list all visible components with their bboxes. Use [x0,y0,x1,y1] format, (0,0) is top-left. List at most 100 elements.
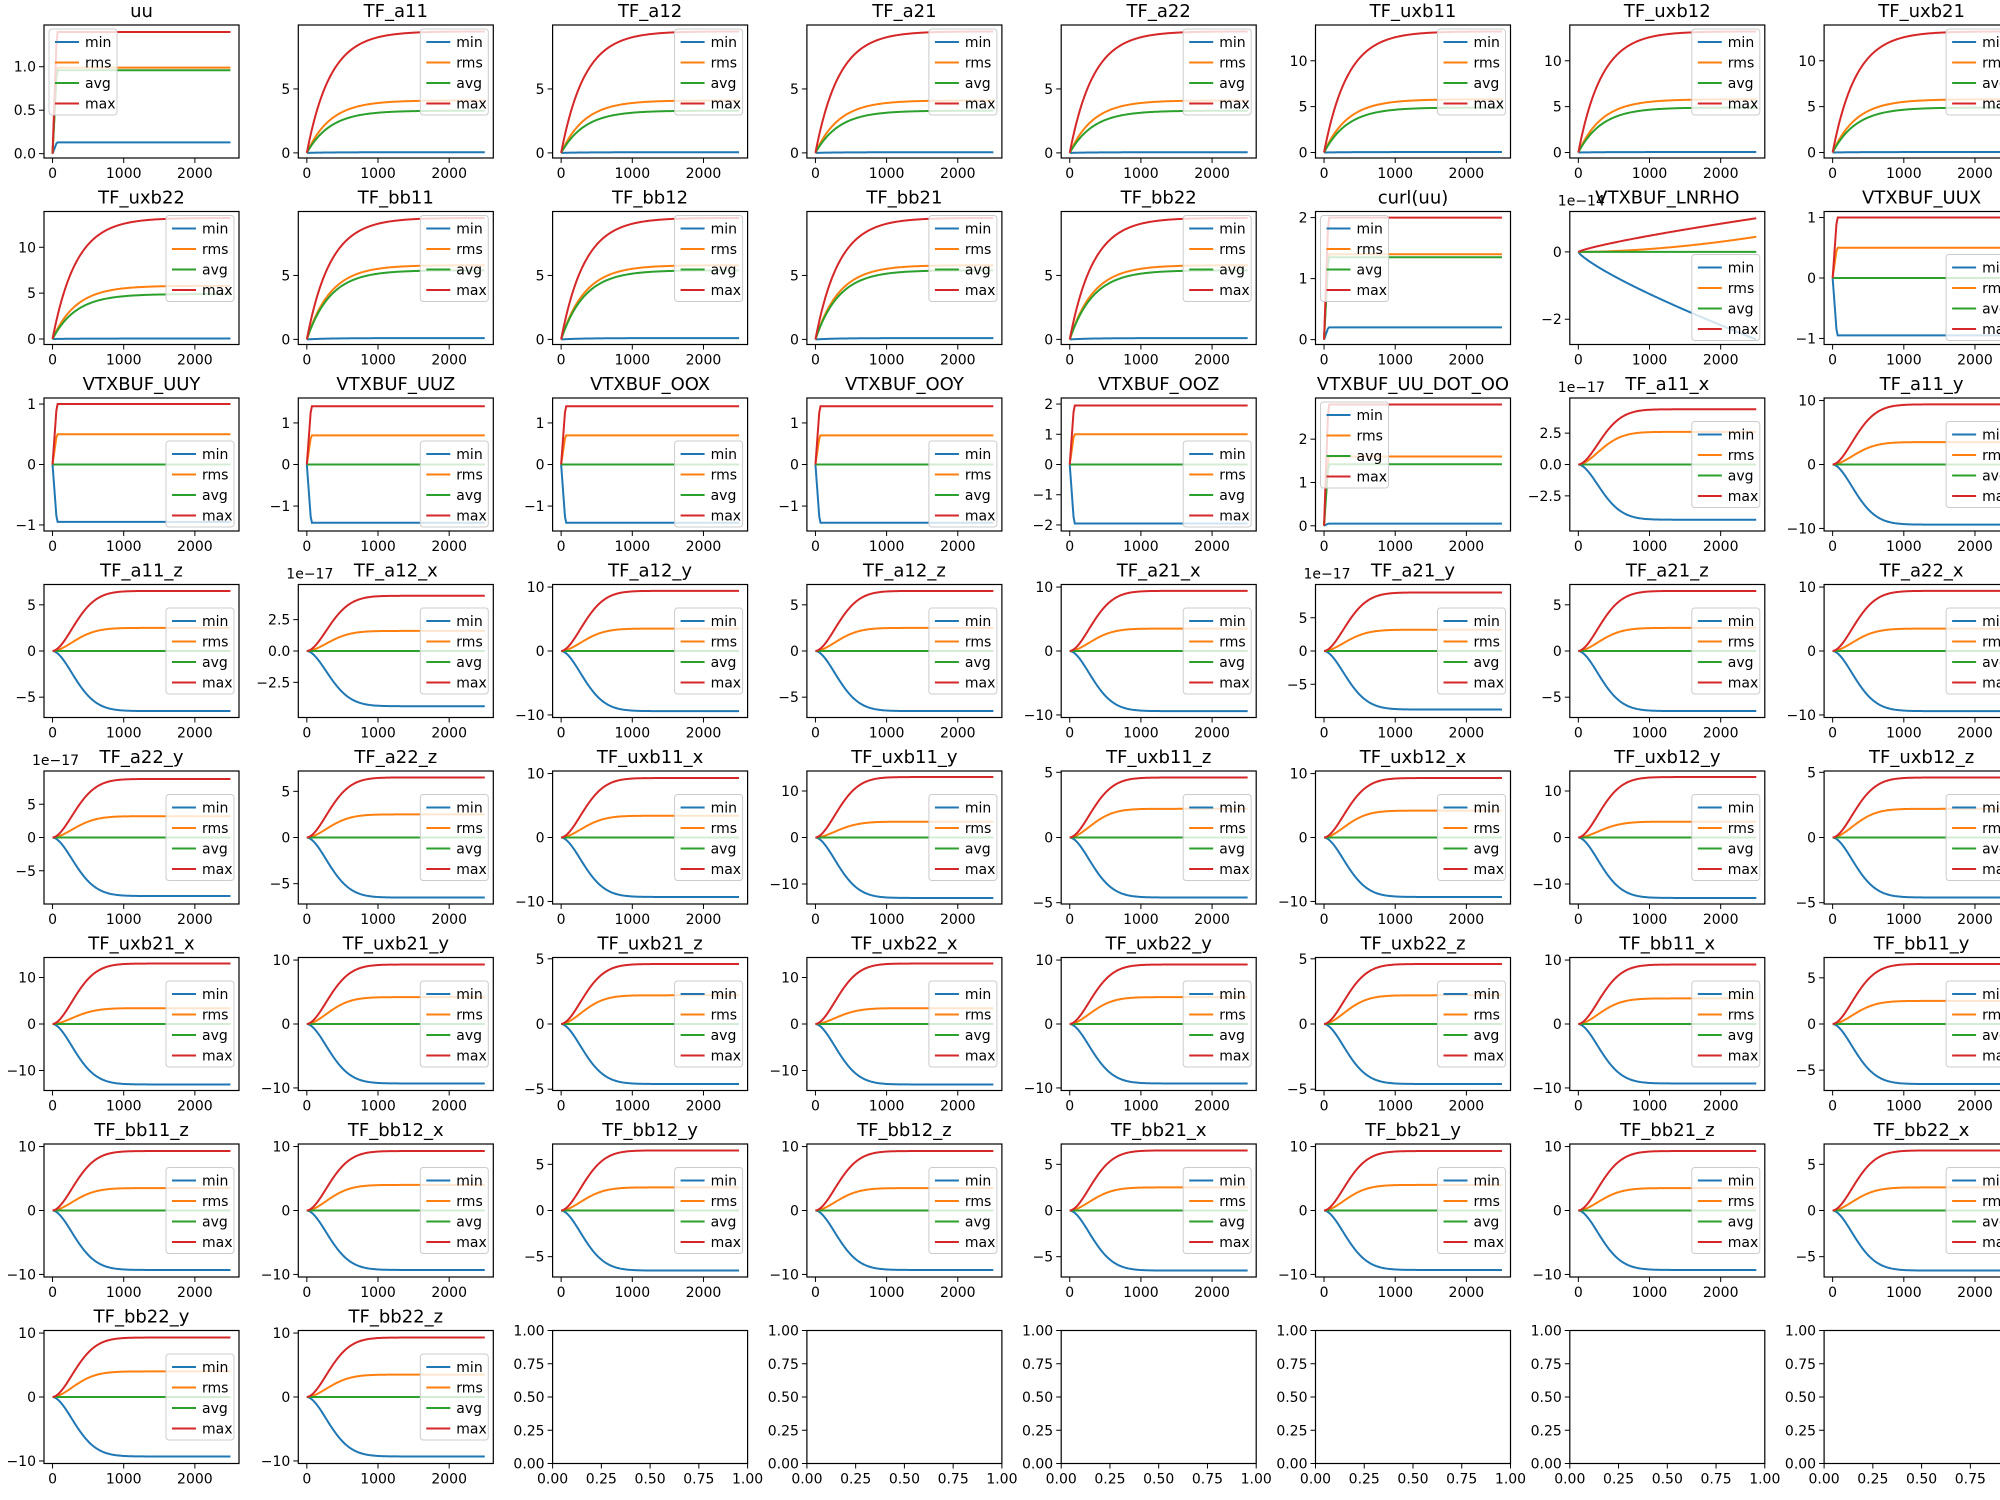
legend-box [674,607,744,695]
legend-label-max: max [1357,470,1388,486]
x-tick-label: 0 [1320,353,1329,369]
legend: min rms avg max [928,607,998,695]
x-tick-label: 1000 [1632,726,1668,742]
series-line-min [1069,337,1248,341]
x-tick-label: 0.00 [1809,1472,1840,1488]
x-tick-label: 1000 [1886,353,1922,369]
y-tick-label: −10 [1278,1267,1308,1283]
x-tick-label: 1000 [1886,1099,1922,1115]
legend-label-max: max [1357,283,1388,299]
subplot-title: TF_bb21_x [1110,1120,1207,1141]
y-tick-label: −10 [6,1454,36,1470]
legend: min rms avg max [1437,980,1506,1068]
series-line-max [1832,776,2000,839]
x-tick-label: 0 [557,539,566,555]
legend-label-max: max [1219,97,1250,113]
series-line-max [815,589,994,652]
legend-label-max: max [202,862,233,878]
subplot-title: TF_bb11_y [1873,934,1970,955]
legend-label-max: max [1982,489,2000,505]
legend-label-rms: rms [456,468,482,484]
x-tick-label: 0.50 [1397,1472,1428,1488]
x-tick-label: 1000 [1123,166,1159,182]
legend-label-max: max [456,1049,487,1065]
y-tick-label: 5 [790,598,799,614]
y-tick-label: 0 [1299,333,1308,349]
legend-label-avg: avg [711,263,737,279]
x-tick-label: 2000 [686,1099,722,1115]
subplot-title: TF_uxb22 [97,188,185,209]
legend-box [1437,794,1506,881]
legend-box [928,794,998,881]
y-tick-label: 0 [536,458,545,474]
subplot-title: TF_uxb22_x [850,934,958,955]
x-tick-label: 0 [1574,166,1583,182]
subplot-title: TF_a21_z [1625,561,1709,582]
x-tick-label: 1000 [1886,539,1922,555]
x-tick-label: 2000 [431,1472,467,1488]
subplot-tf-uxb21: 0 1000 2000 0 5 10 TF_uxb21min rms avg max [1798,1,2000,182]
x-tick-label: 2000 [177,539,213,555]
legend-label-min: min [456,801,482,817]
series-line-min [815,650,994,713]
axes-frame [1060,1329,1257,1465]
series-line-max [1578,589,1757,652]
y-tick-label: 0 [281,1390,290,1406]
legend-label-min: min [1728,614,1754,630]
legend-label-rms: rms [202,1381,228,1397]
legend-label-avg: avg [1219,76,1245,92]
x-tick-label: 0.50 [889,1472,920,1488]
y-tick-label: 10 [18,1326,36,1342]
subplot-title: TF_uxb12_z [1868,747,1974,768]
y-tick-label: 0.0 [268,644,290,660]
x-tick-label: 2000 [1957,912,1993,928]
x-tick-label: 0.50 [1652,1472,1683,1488]
legend: min rms avg max [1691,1167,1761,1254]
legend-label-max: max [456,1235,487,1251]
x-tick-label: 2000 [431,1099,467,1115]
y-tick-label: 0 [281,1017,290,1033]
x-tick-label: 0.00 [1554,1472,1585,1488]
legend-label-min: min [456,1360,482,1376]
y-tick-label: 0.25 [768,1423,799,1439]
subplot-title: TF_uxb21_x [87,934,195,955]
y-tick-label: 5 [790,268,799,284]
legend-label-min: min [202,222,228,238]
legend-label-avg: avg [711,488,737,504]
y-tick-label: 0.50 [1785,1390,1816,1406]
y-tick-label: 2.5 [268,613,290,629]
legend: min rms avg max [419,794,489,881]
x-tick-label: 2000 [1194,353,1230,369]
series-line-max [814,405,994,465]
legend-box [165,215,235,302]
x-tick-label: 1000 [106,1285,142,1301]
legend-label-min: min [965,222,991,238]
legend-label-max: max [1474,1235,1505,1251]
series-line-max [1069,1149,1248,1212]
series-line-max [1069,963,1248,1025]
series-line-min [1578,1209,1757,1271]
legend: min rms avg max [674,440,744,528]
y-offset-label: 1e−14 [1558,194,1605,210]
x-tick-label: 0 [1065,1285,1074,1301]
series-line-min [306,836,485,899]
legend-label-avg: avg [1219,263,1245,279]
y-tick-label: 1.00 [768,1324,799,1340]
legend-label-rms: rms [1219,1194,1245,1210]
legend-label-rms: rms [1219,635,1245,651]
legend-label-max: max [1982,1235,2000,1251]
legend-label-max: max [1728,676,1759,692]
series-line-min [306,151,485,154]
x-tick-label: 2000 [177,1285,213,1301]
legend-label-rms: rms [1474,56,1500,72]
legend: min rms avg max [928,440,998,528]
x-tick-label: 0 [557,1285,566,1301]
subplot-title: TF_bb12_y [601,1120,698,1141]
y-tick-label: 10 [1035,580,1053,596]
series-line-min [1323,326,1502,340]
legend-label-avg: avg [1474,1028,1500,1044]
